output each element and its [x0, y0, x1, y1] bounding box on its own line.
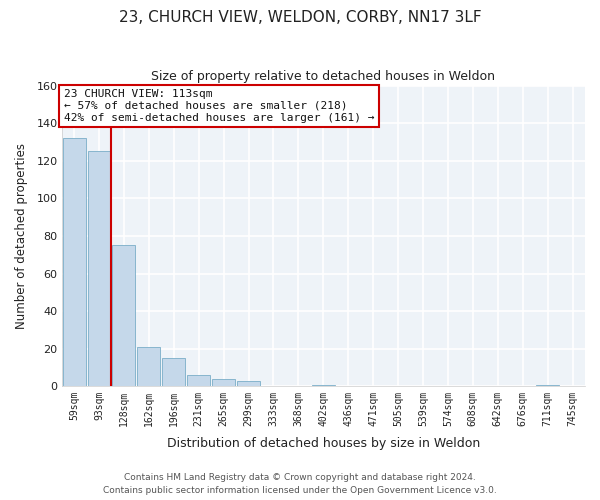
Bar	[163, 358, 185, 386]
Bar	[237, 381, 260, 386]
Text: 23 CHURCH VIEW: 113sqm
← 57% of detached houses are smaller (218)
42% of semi-de: 23 CHURCH VIEW: 113sqm ← 57% of detached…	[64, 90, 374, 122]
Bar	[62, 138, 86, 386]
Text: 23, CHURCH VIEW, WELDON, CORBY, NN17 3LF: 23, CHURCH VIEW, WELDON, CORBY, NN17 3LF	[119, 10, 481, 25]
Text: Contains HM Land Registry data © Crown copyright and database right 2024.
Contai: Contains HM Land Registry data © Crown c…	[103, 474, 497, 495]
Bar	[137, 347, 160, 387]
Bar	[312, 384, 335, 386]
Bar	[536, 384, 559, 386]
Bar	[112, 246, 136, 386]
Bar	[88, 152, 110, 386]
Title: Size of property relative to detached houses in Weldon: Size of property relative to detached ho…	[151, 70, 496, 83]
Bar	[212, 379, 235, 386]
Y-axis label: Number of detached properties: Number of detached properties	[15, 143, 28, 329]
Bar	[187, 375, 210, 386]
X-axis label: Distribution of detached houses by size in Weldon: Distribution of detached houses by size …	[167, 437, 480, 450]
